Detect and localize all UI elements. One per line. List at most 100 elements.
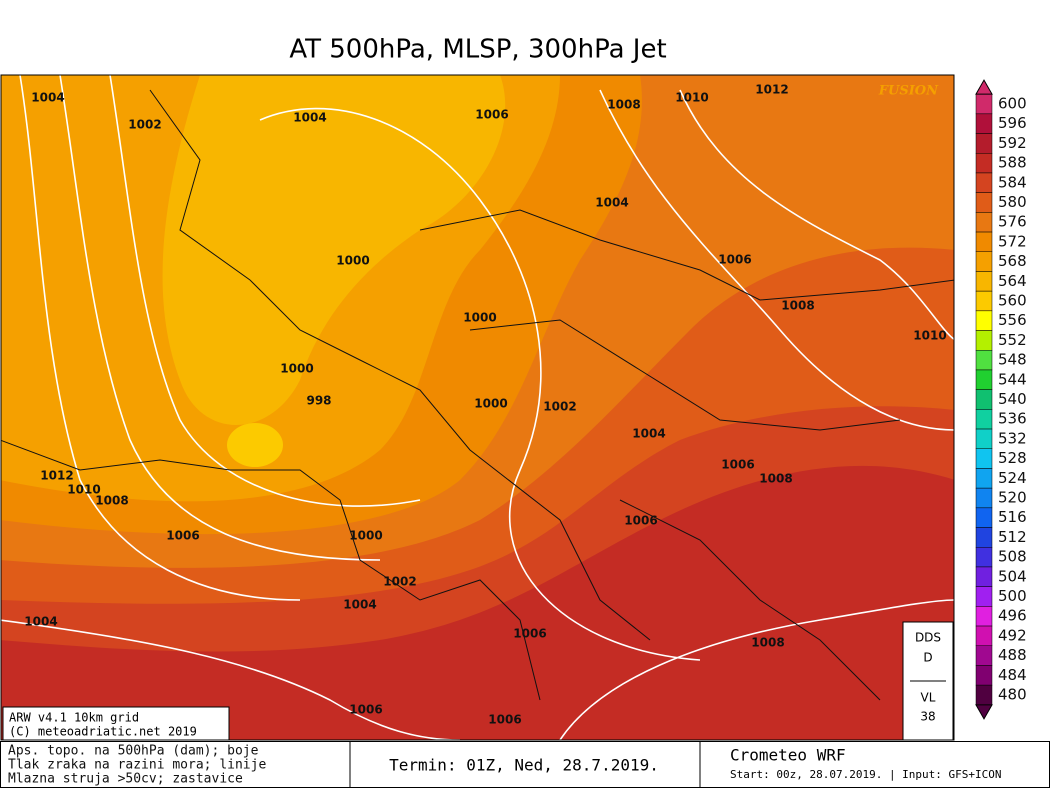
isobar-label: 1008 [95, 494, 128, 508]
isobar-label: 1004 [343, 598, 376, 612]
station-text: DDS [915, 631, 941, 645]
colorbar-label: 512 [998, 528, 1027, 546]
colorbar-label: 504 [998, 567, 1027, 585]
isobar-label: 1006 [349, 703, 382, 717]
colorbar-label: 524 [998, 469, 1027, 487]
colorbar-label: 552 [998, 331, 1027, 349]
logo: FUSION [878, 84, 939, 99]
colorbar-swatch [975, 271, 993, 292]
colorbar-swatch [975, 330, 993, 351]
isobar-label: 1008 [781, 299, 814, 313]
isobar-label: 1010 [913, 329, 946, 343]
colorbar-label: 592 [998, 134, 1027, 152]
isobar-label: 1008 [751, 636, 784, 650]
isobar-label: 1000 [280, 362, 313, 376]
colorbar-label: 532 [998, 429, 1027, 447]
colorbar-label: 528 [998, 449, 1027, 467]
brand: Crometeo WRF [730, 746, 846, 765]
legend-line: Tlak zraka na razini mora; linije [8, 758, 266, 773]
map-frame [0, 74, 955, 741]
colorbar-swatch [975, 350, 993, 371]
isobar-label: 1004 [31, 91, 64, 105]
colorbar-swatch [975, 428, 993, 449]
isobar-label: 1000 [463, 311, 496, 325]
isobar-label: 1010 [67, 483, 100, 497]
colorbar-label: 488 [998, 646, 1027, 664]
isobar-label: 1004 [595, 196, 628, 210]
colorbar-swatch [975, 665, 993, 686]
colorbar-swatch [975, 586, 993, 607]
colorbar: 6005965925885845805765725685645605565525… [975, 79, 1027, 720]
colorbar-label: 568 [998, 252, 1027, 270]
station-text: VL [921, 691, 936, 705]
colorbar-swatch [975, 527, 993, 548]
isobar-label: 1004 [632, 427, 665, 441]
region [227, 423, 283, 467]
colorbar-label: 520 [998, 489, 1027, 507]
isobar-label: 1008 [607, 98, 640, 112]
colorbar-swatch [975, 192, 993, 213]
colorbar-swatch [975, 507, 993, 528]
colorbar-swatch [975, 212, 993, 233]
isobar-label: 1012 [40, 469, 73, 483]
isobar-label: 1002 [543, 400, 576, 414]
model-info-box [2, 706, 230, 741]
model-info: (C) meteoadriatic.net 2019 [9, 725, 197, 739]
isobar-label: 1000 [474, 397, 507, 411]
colorbar-swatch [975, 389, 993, 410]
isobar-label: 998 [306, 394, 331, 408]
colorbar-swatch [975, 645, 993, 666]
colorbar-label: 600 [998, 95, 1027, 113]
colorbar-label: 516 [998, 508, 1027, 526]
colorbar-swatch [975, 113, 993, 134]
colorbar-swatch [975, 133, 993, 154]
isobar-label: 1006 [721, 458, 754, 472]
isobar-label: 1000 [349, 529, 382, 543]
colorbar-label: 576 [998, 213, 1027, 231]
colorbar-label: 496 [998, 607, 1027, 625]
isobar-label: 1010 [675, 91, 708, 105]
model-info: ARW v4.1 10km grid [9, 711, 139, 725]
colorbar-label: 492 [998, 626, 1027, 644]
colorbar-label: 508 [998, 548, 1027, 566]
map [1, 75, 954, 740]
colorbar-label: 484 [998, 666, 1027, 684]
colorbar-arrow [975, 79, 993, 95]
isobar-label: 1000 [336, 254, 369, 268]
title: AT 500hPa, MLSP, 300hPa Jet [289, 35, 666, 65]
colorbar-swatch [975, 172, 993, 193]
colorbar-label: 572 [998, 232, 1027, 250]
colorbar-swatch [975, 684, 993, 706]
region [162, 75, 506, 425]
run-info: Start: 00z, 28.07.2019. | Input: GFS+ICO… [730, 768, 1002, 781]
colorbar-label: 540 [998, 390, 1027, 408]
colorbar-swatch [975, 606, 993, 627]
station-text: 38 [920, 710, 935, 724]
colorbar-swatch [975, 310, 993, 331]
colorbar-swatch [975, 93, 993, 115]
legend-line: Aps. topo. na 500hPa (dam); boje [8, 744, 259, 759]
colorbar-label: 548 [998, 351, 1027, 369]
colorbar-swatch [975, 251, 993, 272]
isobar-label: 1006 [166, 529, 199, 543]
isobar-label: 1012 [755, 83, 788, 97]
colorbar-swatch [975, 409, 993, 430]
isobar-label: 1006 [475, 108, 508, 122]
colorbar-swatch [975, 448, 993, 469]
isobar-label: 1002 [128, 118, 161, 132]
colorbar-label: 596 [998, 114, 1027, 132]
colorbar-label: 536 [998, 410, 1027, 428]
colorbar-swatch [975, 547, 993, 568]
isobar-label: 1006 [718, 253, 751, 267]
termin: Termin: 01Z, Ned, 28.7.2019. [389, 756, 659, 775]
colorbar-swatch [975, 231, 993, 253]
colorbar-swatch [975, 290, 993, 312]
colorbar-label: 480 [998, 686, 1027, 704]
colorbar-label: 580 [998, 193, 1027, 211]
colorbar-swatch [975, 487, 993, 509]
colorbar-label: 564 [998, 272, 1027, 290]
colorbar-swatch [975, 369, 993, 390]
station-text: D [923, 651, 932, 665]
